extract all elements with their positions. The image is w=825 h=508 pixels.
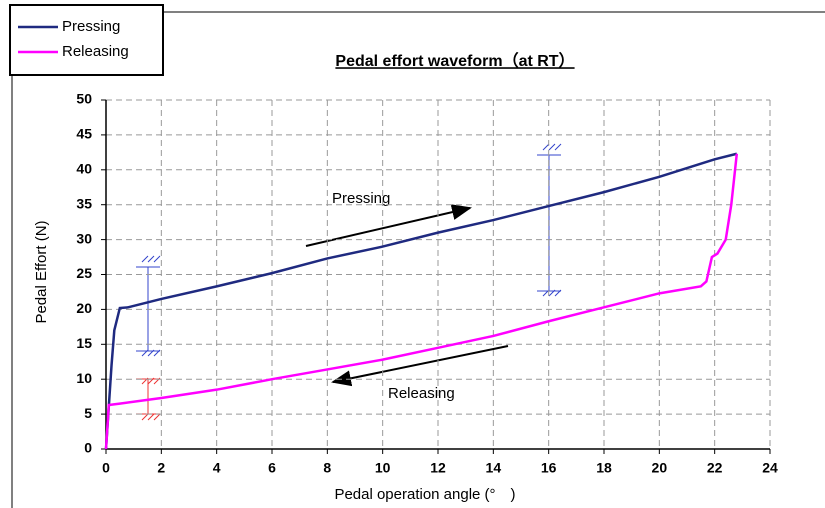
x-tick-label: 0	[102, 460, 110, 476]
y-tick-label: 40	[76, 161, 92, 177]
y-axis-label: Pedal Effort (N)	[33, 220, 50, 323]
y-tick-label: 10	[76, 370, 92, 386]
x-tick-label: 24	[762, 460, 778, 476]
x-tick-label: 6	[268, 460, 276, 476]
legend-label: Releasing	[62, 43, 129, 60]
y-tick-label: 5	[84, 405, 92, 421]
y-tick-label: 0	[84, 440, 92, 456]
x-axis-label: Pedal operation angle (° )	[334, 486, 515, 503]
x-tick-label: 14	[486, 460, 502, 476]
x-tick-label: 22	[707, 460, 723, 476]
x-tick-label: 18	[596, 460, 612, 476]
chart-title: Pedal effort waveform（at RT）	[335, 52, 574, 70]
x-tick-label: 10	[375, 460, 391, 476]
range-marker	[136, 143, 562, 357]
y-tick-label: 25	[76, 265, 92, 281]
x-tick-label: 8	[323, 460, 331, 476]
annotation: Pressing	[332, 190, 390, 207]
annotation: Releasing	[388, 385, 455, 402]
arrow	[331, 345, 509, 387]
x-tick-label: 4	[213, 460, 221, 476]
y-tick-label: 15	[76, 335, 92, 351]
y-tick-label: 30	[76, 230, 92, 246]
y-tick-label: 45	[76, 126, 92, 142]
x-tick-label: 12	[430, 460, 446, 476]
y-tick-label: 50	[76, 91, 92, 107]
legend-box	[9, 4, 164, 76]
legend-label: Pressing	[62, 18, 120, 35]
arrow	[305, 204, 472, 247]
x-tick-label: 20	[652, 460, 668, 476]
series-line	[104, 152, 738, 450]
series-line	[104, 153, 739, 450]
x-tick-label: 2	[157, 460, 165, 476]
y-tick-label: 20	[76, 300, 92, 316]
x-tick-label: 16	[541, 460, 557, 476]
y-tick-label: 35	[76, 195, 92, 211]
